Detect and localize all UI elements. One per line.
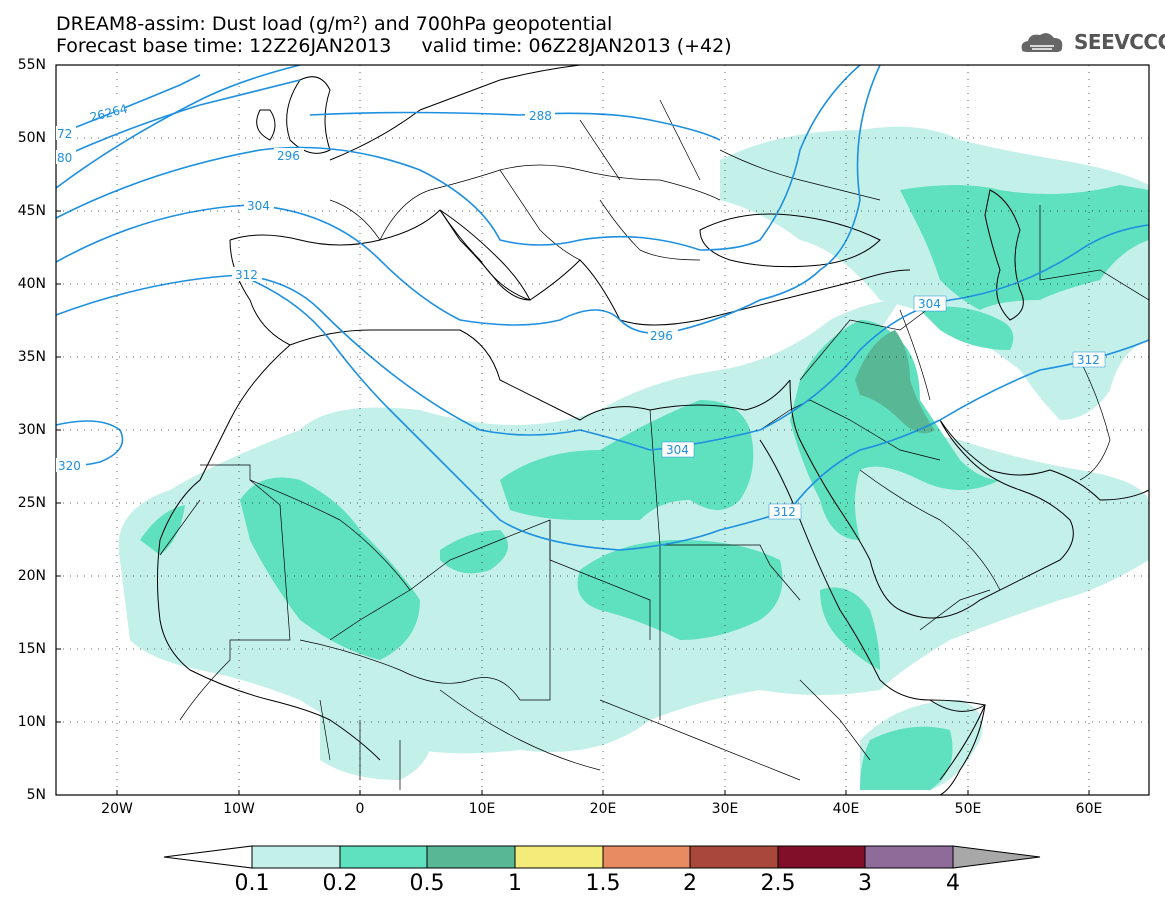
colorbar-swatch: [777, 845, 866, 869]
map-subtitle: Forecast base time: 12Z26JAN2013 valid t…: [56, 35, 732, 57]
dust-fill-mid: [140, 185, 1149, 790]
colorbar-label: 1.5: [585, 871, 621, 896]
colorbar-swatch: [514, 845, 604, 869]
colorbar: [163, 845, 1041, 869]
colorbar-swatch: [864, 845, 954, 869]
colorbar-swatch: [251, 845, 341, 869]
seevccc-cloud-logo-icon: [1021, 33, 1063, 52]
contour-label: 304: [918, 297, 941, 311]
geopotential-contours: [56, 65, 1149, 551]
contour-label: 320: [58, 459, 81, 473]
lon-label: 10W: [223, 801, 255, 817]
lon-label: 0: [355, 801, 365, 817]
colorbar-high-arrow: [952, 845, 1041, 869]
lon-label: 10E: [468, 801, 496, 817]
colorbar-swatch: [426, 845, 516, 869]
colorbar-label: 4: [946, 871, 960, 896]
logo-text: SEEVCCC: [1074, 30, 1165, 54]
lat-label: 10N: [17, 714, 46, 730]
lat-label: 5N: [26, 787, 46, 803]
grid-dots: [56, 65, 1149, 795]
colorbar-label: 0.5: [409, 871, 445, 896]
lat-label: 15N: [17, 641, 46, 657]
lon-label: 20W: [101, 801, 133, 817]
contour-label: 72: [57, 127, 72, 141]
colorbar-label: 3: [858, 871, 872, 896]
coastlines: [157, 65, 1149, 795]
dust-fill-high: [855, 330, 935, 434]
contour-label: 312: [1077, 353, 1100, 367]
contour-labels: 26264 72 80 288 296 304 312 320 296 304 …: [56, 95, 1106, 520]
lon-label: 30E: [711, 801, 739, 817]
lon-label: 20E: [589, 801, 617, 817]
contour-label: 296: [650, 329, 673, 343]
lon-label: 60E: [1075, 801, 1103, 817]
contour-label: 304: [247, 199, 270, 213]
colorbar-label: 1: [508, 871, 522, 896]
contour-label: 312: [773, 505, 796, 519]
contour-label: 80: [57, 151, 72, 165]
contour-label: 312: [235, 268, 258, 282]
colorbar-label: 0.2: [322, 871, 358, 896]
map-title: DREAM8-assim: Dust load (g/m²) and 700hP…: [56, 13, 613, 35]
lat-label: 20N: [17, 568, 46, 584]
colorbar-swatch: [339, 845, 428, 869]
axis-ticks: [56, 137, 1090, 795]
colorbar-label: 2: [683, 871, 697, 896]
lat-label: 55N: [17, 57, 46, 73]
colorbar-low-arrow: [163, 845, 253, 869]
lat-label: 45N: [17, 203, 46, 219]
lat-label: 25N: [17, 495, 46, 511]
lon-label: 40E: [832, 801, 860, 817]
country-borders: [159, 99, 1149, 790]
colorbar-label: 0.1: [234, 871, 270, 896]
contour-label: 296: [277, 149, 300, 163]
colorbar-swatch: [689, 845, 779, 869]
colorbar-swatch: [602, 845, 691, 869]
lat-label: 40N: [17, 276, 46, 292]
contour-label: 304: [666, 443, 689, 457]
lat-label: 30N: [17, 422, 46, 438]
contour-label: 288: [529, 109, 552, 123]
lat-label: 35N: [17, 349, 46, 365]
colorbar-label: 2.5: [760, 871, 796, 896]
lon-label: 50E: [954, 801, 982, 817]
lat-label: 50N: [17, 130, 46, 146]
